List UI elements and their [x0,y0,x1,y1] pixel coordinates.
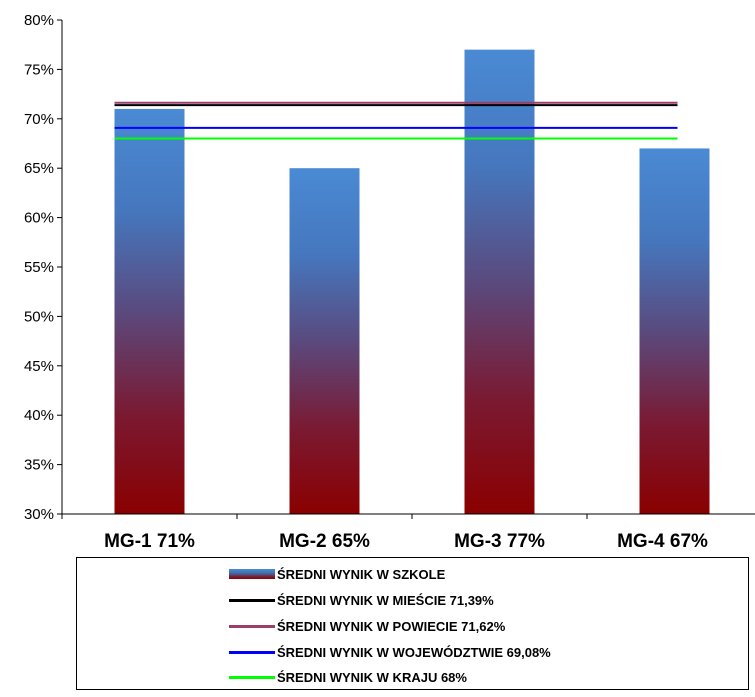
y-tick-label: 35% [24,457,54,474]
legend-label-kraju: ŚREDNI WYNIK W KRAJU 68% [277,669,467,685]
legend-swatch-miescie [229,598,275,602]
legend-swatch-powiecie [229,624,275,628]
x-category-label: MG-1 71% [104,531,195,552]
legend-item-szkole: ŚREDNI WYNIK W SZKOLE [229,564,445,584]
bar [464,49,535,514]
bar [114,108,185,515]
y-tick-label: 75% [24,61,54,78]
legend-label-powiecie: ŚREDNI WYNIK W POWIECIE 71,62% [277,618,506,634]
legend-swatch-kraju [229,675,275,679]
legend-swatch-szkole [229,569,275,579]
y-tick-label: 80% [24,12,54,29]
bars [114,49,710,515]
legend: ŚREDNI WYNIK W SZKOLE ŚREDNI WYNIK W MIE… [76,557,749,690]
y-tick-label: 70% [24,111,54,128]
y-tick-label: 65% [24,160,54,177]
reference-lines [114,101,678,140]
legend-label-szkole: ŚREDNI WYNIK W SZKOLE [277,566,446,582]
legend-label-miescie: ŚREDNI WYNIK W MIEŚCIE 71,39% [277,592,494,608]
legend-item-wojewodztwie: ŚREDNI WYNIK W WOJEWÓDZTWIE 69,08% [229,642,551,662]
legend-item-kraju: ŚREDNI WYNIK W KRAJU 68% [229,667,467,687]
x-category-label: MG-3 77% [454,531,545,552]
y-tick-label: 50% [24,308,54,325]
x-category-label: MG-4 67% [617,531,708,552]
bar [289,168,360,514]
y-tick-label: 30% [24,506,54,523]
legend-item-powiecie: ŚREDNI WYNIK W POWIECIE 71,62% [229,616,505,636]
x-category-label: MG-2 65% [279,531,370,552]
x-axis: MG-1 71% MG-2 65% MG-3 77% MG-4 67% [61,513,755,552]
y-axis: 30% 35% 40% 45% 50% 55% 60% 65% 70% 75% 80% [24,12,63,523]
y-tick-label: 60% [24,210,54,227]
legend-swatch-wojewodztwie [229,650,275,654]
y-tick-label: 40% [24,407,54,424]
y-tick-label: 55% [24,259,54,276]
y-tick-label: 45% [24,358,54,375]
chart: 30% 35% 40% 45% 50% 55% 60% 65% 70% 75% 80% MG-1 7… [24,12,755,552]
bar [639,148,710,514]
legend-label-wojewodztwie: ŚREDNI WYNIK W WOJEWÓDZTWIE 69,08% [277,644,551,660]
legend-item-miescie: ŚREDNI WYNIK W MIEŚCIE 71,39% [229,590,494,610]
